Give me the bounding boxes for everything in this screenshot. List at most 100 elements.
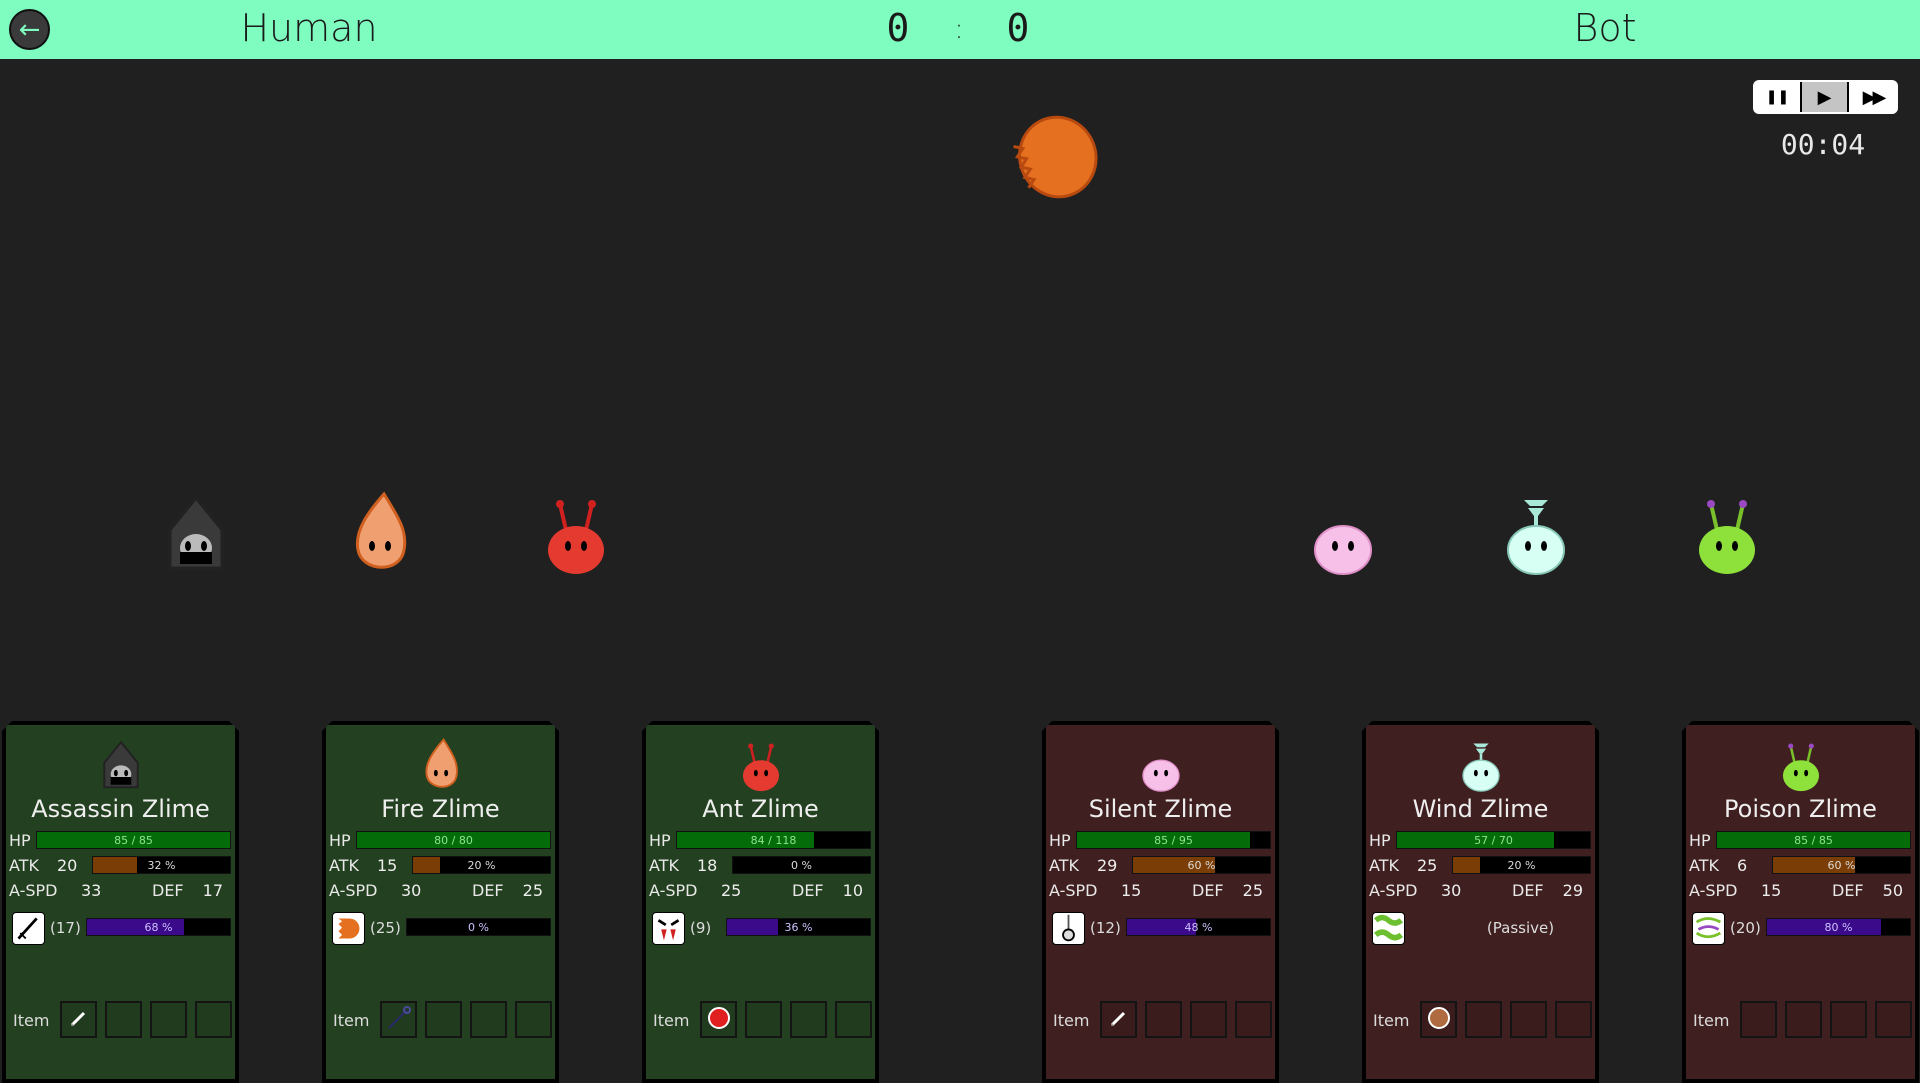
item-slot[interactable]	[105, 1001, 142, 1038]
item-slot[interactable]	[1145, 1001, 1182, 1038]
item-slot[interactable]	[1235, 1001, 1272, 1038]
play-button[interactable]: ▶	[1802, 82, 1849, 112]
dagger-icon	[1107, 1006, 1131, 1034]
ability-button[interactable]	[12, 912, 45, 945]
item-label: Item	[653, 1011, 690, 1030]
ability-button[interactable]	[1052, 912, 1085, 945]
item-slot[interactable]	[1875, 1001, 1912, 1038]
silent-slime-unit[interactable]	[1303, 490, 1383, 580]
fast-forward-button[interactable]: ▶▶	[1849, 82, 1896, 112]
ability-button[interactable]	[1692, 912, 1725, 945]
poison-zlime-card[interactable]: Poison Zlime HP 85 / 85 ATK 6 60 % A-SPD 1…	[1682, 721, 1919, 1083]
item-label: Item	[1053, 1011, 1090, 1030]
fire-slime-avatar	[413, 737, 469, 795]
pause-button[interactable]: ❚❚	[1755, 82, 1802, 112]
hp-label: HP	[1689, 830, 1711, 850]
item-slot[interactable]	[790, 1001, 827, 1038]
aspd-label: A-SPD	[9, 880, 58, 900]
atk-value: 29	[1096, 855, 1118, 875]
poison-slime-unit[interactable]	[1687, 490, 1767, 580]
ability-button[interactable]	[1372, 912, 1405, 945]
item-slot[interactable]	[1510, 1001, 1547, 1038]
hp-label: HP	[1049, 830, 1071, 850]
atk-label: ATK	[9, 855, 39, 875]
atk-value: 6	[1736, 855, 1748, 875]
item-slot[interactable]	[745, 1001, 782, 1038]
def-label: DEF	[792, 880, 824, 900]
aspd-value: 25	[721, 880, 742, 900]
item-slot[interactable]	[1465, 1001, 1502, 1038]
item-slot[interactable]	[425, 1001, 462, 1038]
item-slot[interactable]	[1740, 1001, 1777, 1038]
attack-charge-bar: 32 %	[92, 856, 231, 874]
assassin-slime-avatar	[93, 737, 149, 795]
item-slot[interactable]	[470, 1001, 507, 1038]
fire-slime-unit[interactable]	[340, 490, 420, 580]
hp-label: HP	[649, 830, 671, 850]
top-bar: ← Human 0 : 0 Bot	[0, 0, 1920, 59]
ability-charge-bar: 68 %	[86, 918, 231, 936]
ability-passive-label: (Passive)	[1486, 919, 1555, 937]
def-value: 50	[1882, 880, 1903, 900]
def-value: 10	[842, 880, 863, 900]
ability-button[interactable]	[332, 912, 365, 945]
item-label: Item	[1373, 1011, 1410, 1030]
red-orb-icon	[706, 1005, 732, 1035]
ability-button[interactable]	[652, 912, 685, 945]
item-slot-brown-orb[interactable]	[1420, 1001, 1457, 1038]
ability-charge-bar: 0 %	[406, 918, 551, 936]
poison-cloud-icon	[1693, 913, 1724, 944]
staff-icon	[385, 1004, 413, 1036]
def-value: 17	[202, 880, 223, 900]
back-button[interactable]: ←	[9, 9, 50, 50]
item-slot[interactable]	[1785, 1001, 1822, 1038]
item-slot-staff[interactable]	[380, 1001, 417, 1038]
aspd-label: A-SPD	[649, 880, 698, 900]
silent-zlime-card[interactable]: Silent Zlime HP 85 / 95 ATK 29 60 % A-SPD…	[1042, 721, 1279, 1083]
attack-charge-bar: 0 %	[732, 856, 871, 874]
assassin-slime-unit[interactable]	[156, 490, 236, 580]
item-slot[interactable]	[1830, 1001, 1867, 1038]
hp-label: HP	[9, 830, 31, 850]
item-slot[interactable]	[150, 1001, 187, 1038]
speed-controls: ❚❚ ▶ ▶▶	[1753, 80, 1898, 114]
atk-label: ATK	[1049, 855, 1079, 875]
unit-name: Silent Zlime	[1088, 795, 1233, 823]
ability-charge-bar: 36 %	[726, 918, 871, 936]
ability-cost: (20)	[1730, 919, 1761, 937]
def-label: DEF	[1832, 880, 1864, 900]
item-label: Item	[13, 1011, 50, 1030]
fire-zlime-card[interactable]: Fire Zlime HP 80 / 80 ATK 15 20 % A-SPD 30…	[322, 721, 559, 1083]
wind-slime-unit[interactable]	[1496, 490, 1576, 580]
score-right: 0	[1006, 6, 1030, 50]
def-label: DEF	[1512, 880, 1544, 900]
item-slot[interactable]	[835, 1001, 872, 1038]
aspd-value: 33	[81, 880, 102, 900]
item-slot[interactable]	[515, 1001, 552, 1038]
assassin-zlime-card[interactable]: Assassin Zlime HP 85 / 85 ATK 20 32 % A-S…	[2, 721, 239, 1083]
ant-slime-unit[interactable]	[536, 490, 616, 580]
item-slot-red-orb[interactable]	[700, 1001, 737, 1038]
fangs-icon	[653, 913, 684, 944]
wind-zlime-card[interactable]: Wind Zlime HP 57 / 70 ATK 25 20 % A-SPD 30…	[1362, 721, 1599, 1083]
item-label: Item	[333, 1011, 370, 1030]
def-label: DEF	[472, 880, 504, 900]
def-value: 25	[1242, 880, 1263, 900]
hp-bar: 85 / 95	[1076, 831, 1271, 849]
score-separator: :	[954, 12, 964, 45]
hp-bar: 57 / 70	[1396, 831, 1591, 849]
hp-label: HP	[1369, 830, 1391, 850]
def-value: 25	[522, 880, 543, 900]
item-slot-dagger[interactable]	[1100, 1001, 1137, 1038]
item-slot[interactable]	[1555, 1001, 1592, 1038]
item-slot[interactable]	[195, 1001, 232, 1038]
attack-charge-bar: 20 %	[1452, 856, 1591, 874]
ant-slime-avatar	[733, 737, 789, 795]
arrow-left-icon: ←	[18, 14, 41, 45]
score-left: 0	[886, 6, 910, 50]
ant-zlime-card[interactable]: Ant Zlime HP 84 / 118 ATK 18 0 % A-SPD 25 D…	[642, 721, 879, 1083]
item-slot[interactable]	[1190, 1001, 1227, 1038]
atk-label: ATK	[1689, 855, 1719, 875]
pendulum-icon	[1053, 913, 1084, 944]
item-slot-dagger[interactable]	[60, 1001, 97, 1038]
